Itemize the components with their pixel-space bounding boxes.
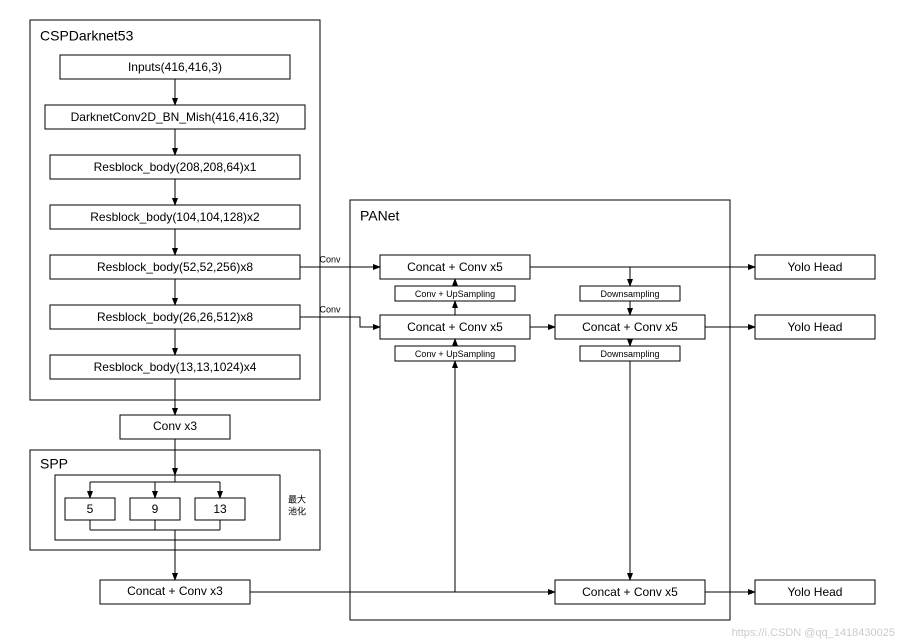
backbone-inputs: Inputs(416,416,3) <box>60 55 290 79</box>
svg-text:Downsampling: Downsampling <box>600 349 659 359</box>
watermark: https://i.CSDN @qq_1418430025 <box>732 627 895 639</box>
svg-text:Yolo Head: Yolo Head <box>788 585 843 599</box>
svg-text:Conv + UpSampling: Conv + UpSampling <box>415 349 495 359</box>
spp-side-label-2: 池化 <box>288 505 306 516</box>
svg-text:Concat + Conv x5: Concat + Conv x5 <box>582 585 678 599</box>
svg-text:Downsampling: Downsampling <box>600 289 659 299</box>
rb4-to-ccmid2 <box>300 317 380 327</box>
backbone-rb5: Resblock_body(13,13,1024)x4 <box>50 355 300 379</box>
svg-text:13: 13 <box>213 502 227 516</box>
svg-text:Concat + Conv x5: Concat + Conv x5 <box>407 320 503 334</box>
concatx3-box: Concat + Conv x3 <box>100 580 250 604</box>
svg-text:Resblock_body(13,13,1024)x4: Resblock_body(13,13,1024)x4 <box>94 360 257 374</box>
svg-text:Resblock_body(208,208,64)x1: Resblock_body(208,208,64)x1 <box>94 160 257 174</box>
svg-text:Concat + Conv x5: Concat + Conv x5 <box>582 320 678 334</box>
backbone-rb1: Resblock_body(208,208,64)x1 <box>50 155 300 179</box>
backbone-rb4: Resblock_body(26,26,512)x8 <box>50 305 300 329</box>
panet-ds1: Downsampling <box>580 286 680 301</box>
panet-title: PANet <box>360 207 400 223</box>
panet-cc_top: Concat + Conv x5 <box>380 255 530 279</box>
backbone-dconv: DarknetConv2D_BN_Mish(416,416,32) <box>45 105 305 129</box>
svg-text:Conv x3: Conv x3 <box>153 419 197 433</box>
svg-text:9: 9 <box>152 502 159 516</box>
svg-text:Yolo Head: Yolo Head <box>788 320 843 334</box>
svg-text:Resblock_body(52,52,256)x8: Resblock_body(52,52,256)x8 <box>97 260 253 274</box>
panet-ups2: Conv + UpSampling <box>395 346 515 361</box>
svg-text:5: 5 <box>87 502 94 516</box>
spp-side-label-1: 最大 <box>288 493 306 504</box>
conv-label-2: Conv <box>319 304 341 314</box>
svg-text:Concat + Conv x3: Concat + Conv x3 <box>127 584 223 598</box>
spp-pool-2: 13 <box>195 498 245 520</box>
yolo-head-0: Yolo Head <box>755 255 875 279</box>
panet-cc_bot: Concat + Conv x5 <box>555 580 705 604</box>
cspdarknet-title: CSPDarknet53 <box>40 27 134 43</box>
backbone-rb3: Resblock_body(52,52,256)x8 <box>50 255 300 279</box>
yolo-head-1: Yolo Head <box>755 315 875 339</box>
svg-text:Yolo Head: Yolo Head <box>788 260 843 274</box>
svg-text:Concat + Conv x5: Concat + Conv x5 <box>407 260 503 274</box>
svg-text:Resblock_body(104,104,128)x2: Resblock_body(104,104,128)x2 <box>90 210 260 224</box>
panet-ups1: Conv + UpSampling <box>395 286 515 301</box>
spp-title: SPP <box>40 455 68 471</box>
panet-cc_mid: Concat + Conv x5 <box>380 315 530 339</box>
panet-cc_midR: Concat + Conv x5 <box>555 315 705 339</box>
conv-label-1: Conv <box>319 254 341 264</box>
svg-text:DarknetConv2D_BN_Mish(416,416,: DarknetConv2D_BN_Mish(416,416,32) <box>71 110 280 124</box>
spp-pool-0: 5 <box>65 498 115 520</box>
svg-text:Conv + UpSampling: Conv + UpSampling <box>415 289 495 299</box>
spp-pool-1: 9 <box>130 498 180 520</box>
convx3-box: Conv x3 <box>120 415 230 439</box>
svg-text:Resblock_body(26,26,512)x8: Resblock_body(26,26,512)x8 <box>97 310 253 324</box>
yolo-head-2: Yolo Head <box>755 580 875 604</box>
panet-ds2: Downsampling <box>580 346 680 361</box>
svg-text:Inputs(416,416,3): Inputs(416,416,3) <box>128 60 222 74</box>
backbone-rb2: Resblock_body(104,104,128)x2 <box>50 205 300 229</box>
